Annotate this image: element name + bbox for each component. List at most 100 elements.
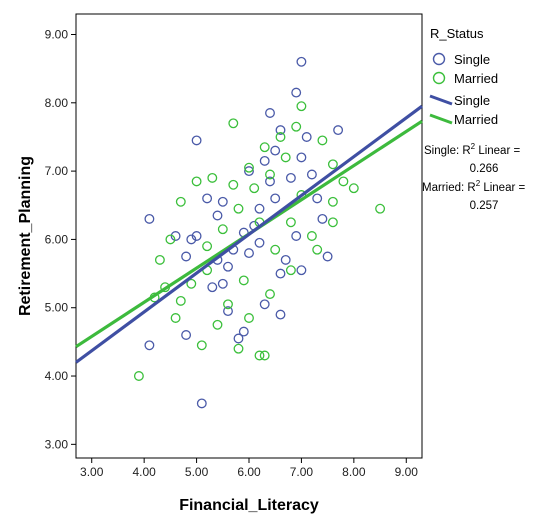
point-single-20: [312, 193, 323, 204]
point-married-13: [327, 159, 338, 170]
point-single-0: [296, 56, 307, 67]
point-married-40: [270, 244, 281, 255]
point-single-22: [322, 251, 333, 262]
point-married-7: [191, 176, 202, 187]
y-tick-label-2: 5.00: [45, 301, 69, 315]
point-single-8: [202, 193, 213, 204]
point-single-43: [275, 309, 286, 320]
legend-marker-married: [432, 71, 446, 85]
point-single-36: [301, 132, 312, 142]
point-single-12: [181, 251, 192, 262]
y-tick-label-4: 7.00: [45, 164, 69, 178]
married-r2-suffix: Linear =: [480, 182, 525, 194]
point-married-19: [312, 244, 323, 255]
legend-fit-label-married: Married: [454, 112, 498, 127]
point-married-10: [259, 142, 270, 153]
point-married-16: [375, 203, 386, 214]
point-single-28: [181, 330, 192, 340]
y-tick-label-6: 9.00: [45, 27, 69, 41]
legend-label-married: Married: [454, 71, 498, 86]
point-married-6: [175, 196, 186, 207]
point-married-8: [207, 172, 218, 183]
point-married-17: [327, 196, 338, 207]
legend-line-single: [429, 94, 453, 106]
point-married-15: [348, 183, 359, 194]
point-married-31: [217, 224, 228, 235]
point-single-42: [259, 299, 270, 310]
chart-axes: 3.00 4.00 5.00 6.00 7.00 8.00 9.00 3.00 4.00 5.00…: [45, 27, 419, 479]
single-r2-label: Single: R2 Linear =: [424, 142, 520, 157]
point-single-17: [270, 193, 281, 204]
point-married-32: [233, 203, 244, 214]
y-tick-label-5: 8.00: [45, 96, 69, 110]
single-r2-superscript: 2: [471, 142, 476, 151]
point-married-24: [233, 343, 244, 354]
point-married-26: [259, 350, 270, 361]
point-single-1: [191, 135, 202, 146]
point-single-27: [233, 333, 244, 344]
point-married-22: [265, 289, 275, 300]
point-married-34: [265, 169, 275, 180]
point-married-14: [338, 176, 349, 187]
point-married-33: [249, 183, 260, 194]
point-married-29: [186, 278, 197, 289]
point-married-23: [244, 313, 254, 323]
single-r2-prefix: Single: R: [424, 145, 471, 157]
married-r2-value: 0.257: [470, 200, 499, 212]
point-single-44: [306, 169, 317, 180]
point-single-5: [259, 155, 270, 166]
x-tick-label-3: 6.00: [237, 465, 261, 479]
married-r2-superscript: 2: [476, 179, 481, 188]
point-single-45: [270, 145, 281, 156]
point-married-12: [317, 135, 328, 146]
point-single-15: [254, 237, 265, 248]
x-tick-label-1: 4.00: [132, 465, 156, 479]
point-single-31: [291, 231, 302, 241]
point-married-36: [291, 121, 302, 132]
point-married-5: [165, 234, 176, 245]
r-squared-annotations: Single: R2 Linear = 0.266 Married: R2 Li…: [422, 142, 525, 212]
point-single-10: [212, 210, 223, 221]
point-married-11: [296, 101, 307, 112]
point-single-21: [317, 213, 328, 224]
point-single-34: [265, 176, 275, 187]
point-single-13: [223, 261, 233, 272]
point-single-14: [244, 248, 254, 259]
point-single-30: [196, 398, 207, 409]
legend: R_Status Single Married Single Married: [429, 26, 498, 127]
point-single-9: [217, 196, 228, 207]
point-single-41: [217, 278, 228, 289]
point-single-7: [170, 231, 181, 241]
legend-title: R_Status: [430, 26, 484, 41]
legend-line-married: [429, 113, 453, 125]
point-single-6: [144, 213, 155, 224]
point-married-47: [175, 295, 186, 306]
point-single-19: [296, 152, 307, 163]
y-axis-title: Retirement_Planning: [17, 156, 34, 316]
point-single-38: [254, 203, 265, 214]
x-tick-label-5: 8.00: [342, 465, 366, 479]
point-single-3: [291, 87, 302, 98]
point-single-4: [265, 108, 275, 118]
single-r2-value: 0.266: [470, 163, 499, 175]
point-married-42: [228, 179, 239, 190]
point-single-37: [275, 125, 286, 136]
point-single-2: [333, 125, 344, 136]
point-single-46: [186, 234, 197, 245]
y-tick-label-1: 4.00: [45, 369, 69, 383]
point-single-23: [275, 268, 286, 279]
point-single-32: [280, 254, 291, 265]
x-tick-label-0: 3.00: [80, 465, 104, 479]
point-married-46: [285, 217, 296, 228]
point-married-4: [154, 254, 165, 265]
legend-label-single: Single: [454, 52, 490, 67]
point-married-18: [306, 231, 317, 241]
point-married-3: [170, 313, 181, 323]
y-tick-label-3: 6.00: [45, 232, 69, 246]
point-married-21: [285, 265, 296, 276]
point-married-43: [244, 162, 254, 173]
married-r2-prefix: Married: R: [422, 182, 476, 194]
point-married-0: [133, 371, 144, 381]
point-single-11: [191, 231, 202, 241]
point-single-29: [144, 340, 155, 351]
